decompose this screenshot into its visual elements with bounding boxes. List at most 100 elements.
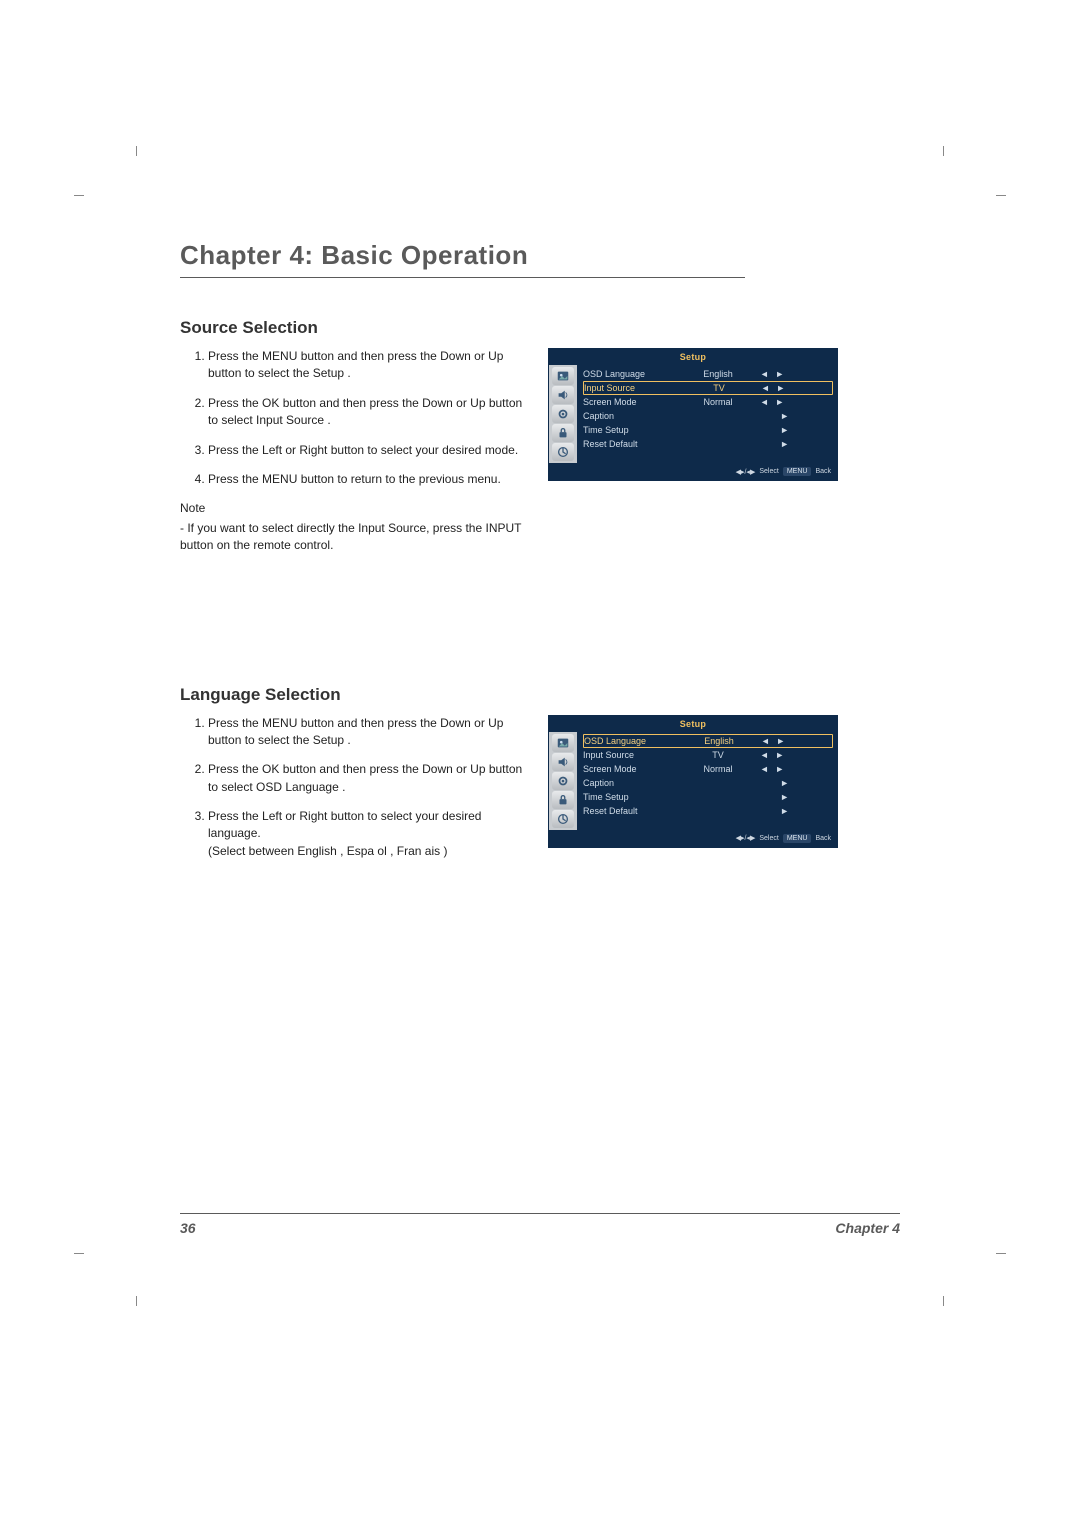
osd-row: Reset Default ► (583, 437, 833, 451)
osd-row: Time Setup► (583, 423, 833, 437)
picture-icon (552, 734, 574, 752)
osd-row-value: TV (684, 383, 754, 393)
step-item: Press the OK button and then press the D… (208, 761, 530, 796)
lock-icon (552, 791, 574, 809)
osd-row-label: Screen Mode (583, 764, 683, 774)
osd-row: Screen ModeNormal◄ ► (583, 762, 833, 776)
step-item: Press the OK button and then press the D… (208, 395, 530, 430)
arrows-left-right-icon: ◄ ► (753, 764, 793, 774)
step-item: Press the MENU button to return to the p… (208, 471, 530, 488)
note-block: Note - If you want to select directly th… (180, 500, 530, 554)
osd-title: Setup (549, 349, 837, 365)
arrow-right-icon: ► (753, 778, 793, 788)
channel-icon (552, 810, 574, 828)
osd-row-value: TV (683, 750, 753, 760)
crop-mark (943, 1296, 944, 1306)
osd-row: Input SourceTV◄ ► (583, 381, 833, 395)
audio-icon (552, 386, 574, 404)
step-item: Press the MENU button and then press the… (208, 715, 530, 750)
crop-mark (74, 195, 84, 196)
note-label: Note (180, 500, 530, 517)
osd-setup-menu-1: Setup OSD LanguageEnglish◄ ►Input Source… (548, 348, 838, 481)
steps-language: Press the MENU button and then press the… (180, 715, 530, 873)
osd-category-icons (549, 365, 577, 463)
chapter-title: Chapter 4: Basic Operation (180, 240, 900, 271)
osd-row-label: Time Setup (583, 792, 683, 802)
osd-setup-menu-2: Setup OSD LanguageEnglish◄ ►Input Source… (548, 715, 838, 848)
osd-row: OSD LanguageEnglish◄ ► (583, 734, 833, 748)
audio-icon (552, 753, 574, 771)
osd-row-label: Input Source (583, 750, 683, 760)
osd-row-label: Input Source (584, 383, 684, 393)
osd-title: Setup (549, 716, 837, 732)
osd-footer-menu: MENU (783, 467, 812, 476)
step-item: Press the Left or Right button to select… (208, 808, 530, 860)
page-content: Chapter 4: Basic Operation Source Select… (180, 240, 900, 932)
arrow-right-icon: ► (753, 439, 793, 449)
section-language-selection: Language Selection Press the MENU button… (180, 685, 900, 873)
page-footer: 36 Chapter 4 (180, 1213, 900, 1236)
osd-footer: ◀▸/◂▶ Select MENU Back (549, 463, 837, 480)
arrows-left-right-icon: ◄ ► (754, 736, 794, 746)
osd-row: Screen ModeNormal◄ ► (583, 395, 833, 409)
section-source-selection: Source Selection Press the MENU button a… (180, 318, 900, 555)
page-number: 36 (180, 1220, 196, 1236)
setup-icon (552, 772, 574, 790)
osd-row: Time Setup ► (583, 790, 833, 804)
step-item: Press the MENU button and then press the… (208, 348, 530, 383)
step-item: Press the Left or Right button to select… (208, 442, 530, 459)
setup-icon (552, 405, 574, 423)
arrow-right-icon: ► (753, 411, 793, 421)
osd-row: Caption ► (583, 776, 833, 790)
section-heading: Source Selection (180, 318, 900, 338)
note-text: - If you want to select directly the Inp… (180, 521, 521, 552)
osd-row-value: Normal (683, 397, 753, 407)
picture-icon (552, 367, 574, 385)
osd-footer-select: Select (759, 835, 778, 842)
osd-row: Reset Default ► (583, 804, 833, 818)
osd-row-value: English (684, 736, 754, 746)
crop-mark (136, 1296, 137, 1306)
steps-source: Press the MENU button and then press the… (180, 348, 530, 555)
title-rule (180, 277, 745, 278)
osd-footer-select: Select (759, 468, 778, 475)
osd-row-label: Reset Default (583, 806, 683, 816)
osd-footer-back: Back (815, 468, 831, 475)
arrow-right-icon: ► (753, 806, 793, 816)
section-heading: Language Selection (180, 685, 900, 705)
arrow-right-icon: ► (753, 792, 793, 802)
arrow-right-icon: ► (753, 425, 793, 435)
lock-icon (552, 424, 574, 442)
osd-row-label: Caption (583, 778, 683, 788)
osd-footer: ◀▸/◂▶ Select MENU Back (549, 830, 837, 847)
osd-rows: OSD LanguageEnglish◄ ►Input SourceTV◄ ►S… (577, 365, 837, 463)
osd-category-icons (549, 732, 577, 830)
osd-footer-back: Back (815, 835, 831, 842)
crop-mark (996, 1253, 1006, 1254)
osd-row-value: Normal (683, 764, 753, 774)
osd-footer-menu: MENU (783, 834, 812, 843)
crop-mark (943, 146, 944, 156)
osd-row: Caption ► (583, 409, 833, 423)
osd-row-label: Reset Default (583, 439, 683, 449)
osd-row: Input SourceTV◄ ► (583, 748, 833, 762)
arrows-left-right-icon: ◄ ► (753, 397, 793, 407)
osd-row-value: English (683, 369, 753, 379)
osd-rows: OSD LanguageEnglish◄ ►Input SourceTV◄ ►S… (577, 732, 837, 830)
nav-arrows-icon: ◀▸/◂▶ (736, 834, 756, 842)
footer-chapter-label: Chapter 4 (835, 1220, 900, 1236)
arrows-left-right-icon: ◄ ► (753, 369, 793, 379)
nav-arrows-icon: ◀▸/◂▶ (736, 468, 756, 476)
osd-row: OSD LanguageEnglish◄ ► (583, 367, 833, 381)
arrows-left-right-icon: ◄ ► (753, 750, 793, 760)
osd-row-label: Screen Mode (583, 397, 683, 407)
channel-icon (552, 443, 574, 461)
crop-mark (74, 1253, 84, 1254)
crop-mark (136, 146, 137, 156)
osd-row-label: OSD Language (584, 736, 684, 746)
osd-row-label: OSD Language (583, 369, 683, 379)
osd-row-label: Caption (583, 411, 683, 421)
crop-mark (996, 195, 1006, 196)
footer-rule (180, 1213, 900, 1214)
arrows-left-right-icon: ◄ ► (754, 383, 794, 393)
